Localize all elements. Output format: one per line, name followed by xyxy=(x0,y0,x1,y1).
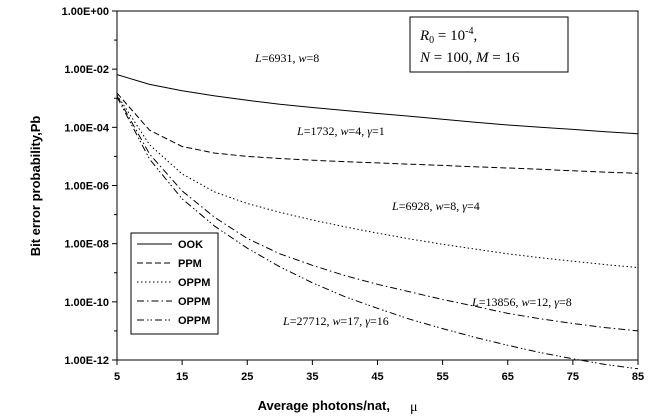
legend-box xyxy=(130,232,219,335)
y-tick-label: 1.00E-10 xyxy=(64,297,109,309)
y-tick-label: 1.00E-08 xyxy=(64,239,109,251)
legend: OOK PPM OPPM OPPM OPPM xyxy=(130,232,219,335)
x-tick-label: 15 xyxy=(176,371,188,383)
series-group xyxy=(116,74,639,370)
parameter-line-2: N = 100, M = 16 xyxy=(419,50,520,66)
y-tick-label: 1.00E+00 xyxy=(62,6,109,18)
x-tick-label: 5 xyxy=(114,371,120,383)
x-tick-label: 65 xyxy=(502,371,514,383)
annotation-ppm: L=1732, w=4, γ=1 xyxy=(296,124,385,138)
series-line-3 xyxy=(116,94,639,269)
y-tick-label: 1.00E-04 xyxy=(64,122,110,134)
y-tick-label: 1.00E-02 xyxy=(64,64,109,76)
annotation-oppm-16: L=27712, w=17, γ=16 xyxy=(282,314,389,328)
series-line-2 xyxy=(116,92,639,174)
x-tick-label: 35 xyxy=(306,371,318,383)
legend-label: OPPM xyxy=(178,315,210,327)
annotation-oppm-8: L=13856, w=12, γ=8 xyxy=(471,295,572,309)
legend-label: OPPM xyxy=(178,296,210,308)
x-axis-title: Average photons/nat, xyxy=(258,398,390,413)
y-axis: 1.00E+00 1.00E-02 1.00E-04 1.00E-06 1.00E-08… xyxy=(62,6,117,367)
x-tick-label: 45 xyxy=(371,371,383,383)
x-tick-label: 55 xyxy=(437,371,449,383)
series-line-1 xyxy=(116,74,639,135)
y-axis-title: Bit error probability,Pb xyxy=(28,116,43,257)
x-axis: 5 15 25 35 45 55 65 75 85 xyxy=(114,360,644,383)
x-tick-label: 85 xyxy=(632,371,644,383)
x-axis-mu-symbol: μ xyxy=(410,400,418,415)
parameter-box xyxy=(409,16,569,73)
legend-label: OPPM xyxy=(178,277,210,289)
x-tick-label: 75 xyxy=(567,371,579,383)
annotation-oppm-4: L=6928, w=8, γ=4 xyxy=(391,199,480,213)
annotation-ook: L=6931, w=8 xyxy=(254,51,319,65)
legend-label: OOK xyxy=(178,239,203,251)
series-line-4 xyxy=(116,95,639,332)
parameter-line-1: R0 = 10-4, xyxy=(419,26,477,46)
y-tick-label: 1.00E-12 xyxy=(64,355,109,367)
series-line-5 xyxy=(116,96,639,370)
legend-label: PPM xyxy=(178,258,202,270)
x-tick-label: 25 xyxy=(241,371,253,383)
y-tick-label: 1.00E-06 xyxy=(64,181,109,193)
